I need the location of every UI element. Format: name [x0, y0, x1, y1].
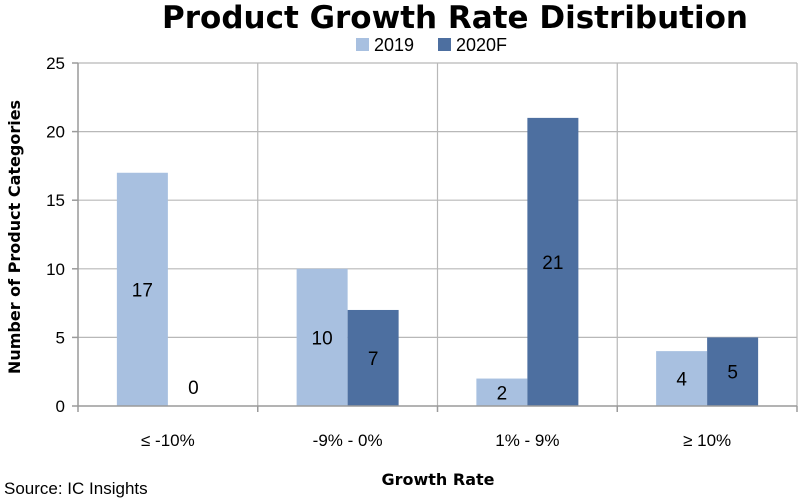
bar-2020f-3 [707, 337, 759, 406]
chart-title: Product Growth Rate Distribution [162, 0, 748, 36]
data-label: 5 [727, 363, 738, 384]
x-tick-label: ≥ 10% [683, 431, 731, 450]
bar-2020f-2 [527, 117, 579, 406]
legend: 2019 2020F [356, 35, 507, 55]
x-tick-labels: ≤ -10% -9% - 0% 1% - 9% ≥ 10% [141, 431, 731, 450]
bar-2019-0 [116, 172, 168, 406]
x-axis-title: Growth Rate [381, 470, 494, 489]
bar-2020f-1 [347, 309, 399, 406]
data-labels: 17 0 10 7 2 21 4 5 [132, 253, 738, 404]
bars [116, 117, 759, 406]
data-label: 4 [676, 370, 687, 391]
y-axis-title: Number of Product Categories [5, 100, 24, 374]
data-label: 10 [312, 328, 333, 349]
y-tick-labels: 0 5 10 15 20 25 [46, 54, 65, 416]
y-tick-label: 10 [46, 260, 65, 279]
legend-swatch-2019 [356, 38, 369, 51]
data-label: 17 [132, 280, 153, 301]
legend-label-2019: 2019 [374, 35, 414, 55]
bar-2019-3 [656, 351, 708, 406]
data-label: 7 [368, 349, 379, 370]
grid [78, 62, 798, 406]
x-tick-label: ≤ -10% [141, 431, 195, 450]
data-label: 0 [188, 378, 199, 399]
source-note: Source: IC Insights [4, 479, 148, 498]
legend-label-2020f: 2020F [456, 35, 507, 55]
y-tick-label: 25 [46, 54, 65, 73]
bar-2019-1 [296, 268, 348, 406]
data-label: 2 [497, 383, 508, 404]
y-tick-label: 0 [56, 397, 65, 416]
y-tick-label: 15 [46, 191, 65, 210]
x-tick-label: -9% - 0% [313, 431, 383, 450]
legend-swatch-2020f [438, 38, 451, 51]
y-tick-label: 5 [56, 328, 65, 347]
y-tick-label: 20 [46, 123, 65, 142]
x-tick-label: 1% - 9% [495, 431, 559, 450]
data-label: 21 [542, 253, 563, 274]
bar-2019-2 [476, 378, 528, 406]
axes [72, 62, 798, 412]
